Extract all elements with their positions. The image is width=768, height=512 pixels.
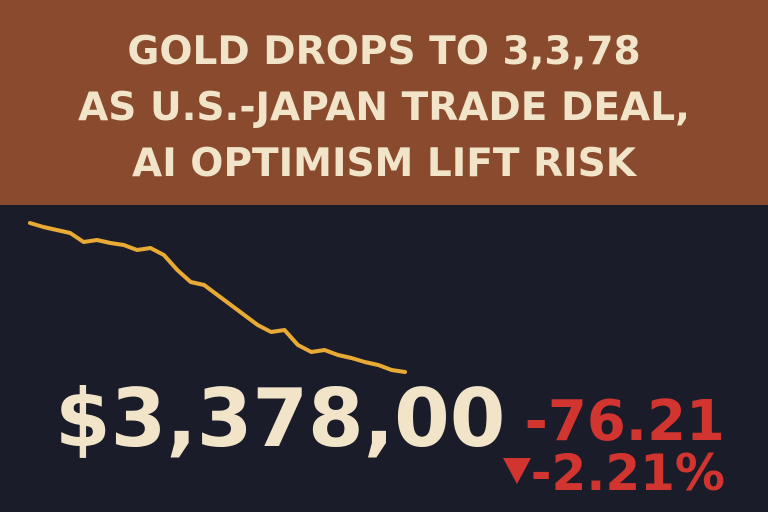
down-arrow — [503, 458, 531, 484]
headline-line: GOLD DROPS TO 3,3,78 — [127, 29, 640, 74]
change: -76.21 — [525, 389, 725, 454]
chart-background — [0, 205, 768, 512]
headline-band — [0, 0, 768, 205]
price-line — [28, 221, 407, 374]
price: $3,378,00 — [55, 372, 505, 465]
headline-line: AI OPTIMISM LIFT RISK — [132, 141, 638, 186]
headline-line: AS U.S.-JAPAN TRADE DEAL, — [78, 85, 690, 130]
change-percent: -2.21% — [531, 444, 725, 502]
